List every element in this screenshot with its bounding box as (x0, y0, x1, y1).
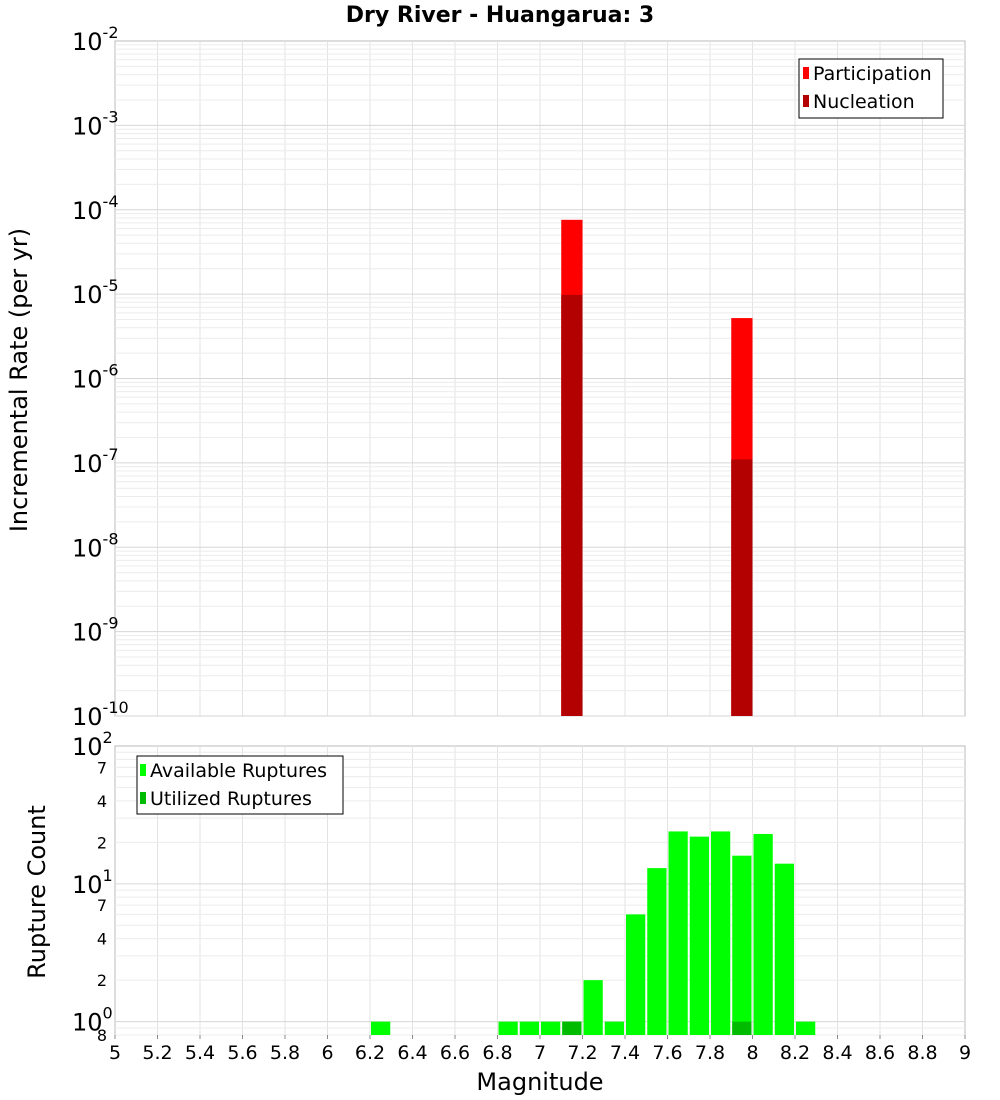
x-tick-label: 6.2 (355, 1042, 385, 1064)
x-tick-label: 9 (959, 1042, 971, 1064)
x-tick-label: 6 (321, 1042, 333, 1064)
y-tick-label-minor: 2 (97, 833, 107, 852)
x-tick-label: 6.6 (440, 1042, 470, 1064)
available-legend-label: Available Ruptures (150, 760, 327, 782)
y-tick-label-power: 10-9 (72, 614, 119, 647)
y-tick-label-minor: 7 (97, 896, 107, 915)
x-tick-label: 5.4 (185, 1042, 215, 1064)
participation-legend-label: Participation (813, 63, 932, 85)
available-ruptures-bar (583, 980, 603, 1035)
chart-title: Dry River - Huangarua: 3 (346, 3, 654, 28)
x-tick-label: 5.6 (227, 1042, 257, 1064)
y-tick-label-power: 10-5 (72, 276, 119, 309)
x-tick-label: 5 (109, 1042, 121, 1064)
y-tick-label-power: 100 (72, 1004, 113, 1037)
available-ruptures-bar (753, 833, 773, 1035)
x-tick-label: 6.8 (482, 1042, 512, 1064)
rate-y-tick-labels: 10-2 10-3 10-4 10-5 10-6 10-7 10-8 10-9 10-10 (72, 23, 129, 731)
rate-legend-box (798, 58, 944, 119)
available-ruptures-bar (732, 855, 752, 1035)
count-y-axis-label: Rupture Count (23, 805, 51, 979)
available-ruptures-bar (371, 1021, 391, 1035)
x-tick-label: 8.2 (780, 1042, 810, 1064)
rate-bars (561, 219, 753, 717)
rate-y-axis-label: Incremental Rate (per yr) (5, 228, 33, 532)
y-tick-label-power: 10-10 (72, 698, 129, 731)
y-tick-label-power: 10-7 (72, 445, 119, 478)
rupture-legend: Available Ruptures Utilized Ruptures (136, 755, 344, 815)
y-tick-label-power: 10-8 (72, 529, 119, 562)
bottom-gridlines (115, 746, 965, 1036)
y-tick-label-power: 102 (72, 728, 113, 761)
x-tick-label: 8.8 (907, 1042, 937, 1064)
available-ruptures-bar (498, 1021, 518, 1035)
x-tick-label: 8.6 (865, 1042, 895, 1064)
nucleation-legend-label: Nucleation (813, 91, 915, 113)
x-tick-label: 7.8 (695, 1042, 725, 1064)
available-ruptures-bar (711, 831, 731, 1035)
x-tick-label: 7 (534, 1042, 546, 1064)
top-gridlines (115, 41, 965, 717)
utilized-legend-label: Utilized Ruptures (150, 788, 312, 810)
magnitude-x-tick-labels: 5 5.2 5.4 5.6 5.8 6 6.2 6.4 6.6 6.8 7 7.2 7.4 7.6 7.8 8… (109, 1035, 971, 1064)
y-tick-label-minor: 4 (97, 792, 107, 811)
available-ruptures-bar (541, 1021, 561, 1035)
x-tick-label: 7.2 (567, 1042, 597, 1064)
utilized-ruptures-bar (562, 1021, 582, 1035)
x-tick-label: 8 (746, 1042, 758, 1064)
nucleation-bar (561, 294, 583, 716)
available-ruptures-bar (796, 1021, 816, 1035)
y-tick-label-minor: 4 (97, 930, 107, 949)
x-tick-label: 7.4 (610, 1042, 640, 1064)
available-ruptures-bar (626, 914, 646, 1035)
y-tick-label-power: 10-4 (72, 192, 119, 225)
y-tick-label-power: 10-3 (72, 107, 119, 140)
available-ruptures-bar (519, 1021, 539, 1035)
available-ruptures-bar (774, 863, 794, 1035)
x-tick-label: 6.4 (397, 1042, 427, 1064)
available-ruptures-bar (689, 836, 709, 1035)
y-tick-label-minor: 7 (97, 758, 107, 777)
x-tick-label: 5.2 (142, 1042, 172, 1064)
rate-legend: Participation Nucleation (798, 58, 944, 119)
y-tick-label-minor: 2 (97, 971, 107, 990)
y-tick-label-minor: 8 (97, 1026, 107, 1045)
y-tick-label-power: 101 (72, 866, 113, 899)
participation-legend-swatch (803, 67, 809, 79)
nucleation-bar (731, 459, 753, 716)
x-axis-label: Magnitude (476, 1068, 603, 1096)
available-legend-swatch (140, 764, 146, 776)
incremental-rate-plot: 10-2 10-3 10-4 10-5 10-6 10-7 10-8 10-9 10-10 Dr… (5, 3, 966, 731)
x-tick-label: 8.4 (822, 1042, 852, 1064)
rupture-legend-box (136, 755, 344, 815)
available-ruptures-bar (668, 831, 688, 1035)
utilized-legend-swatch (140, 792, 146, 804)
y-tick-label-power: 10-2 (72, 23, 119, 56)
x-tick-label: 5.8 (270, 1042, 300, 1064)
x-tick-label: 7.6 (652, 1042, 682, 1064)
utilized-ruptures-bar (732, 1021, 752, 1035)
y-tick-label-power: 10-6 (72, 361, 119, 394)
rupture-count-bars (371, 831, 816, 1035)
available-ruptures-bar (647, 868, 667, 1035)
available-ruptures-bar (604, 1021, 624, 1035)
nucleation-legend-swatch (803, 95, 809, 107)
